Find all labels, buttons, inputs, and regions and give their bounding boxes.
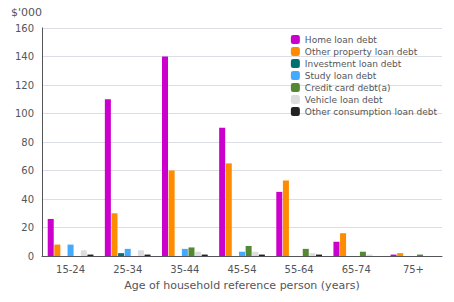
svg-text:Age of household reference per: Age of household reference person (years…: [124, 279, 359, 292]
svg-text:Other consumption loan debt: Other consumption loan debt: [305, 107, 438, 117]
svg-text:40: 40: [21, 194, 34, 205]
svg-text:100: 100: [15, 108, 34, 119]
svg-text:25-34: 25-34: [113, 264, 142, 275]
svg-text:120: 120: [15, 80, 34, 91]
svg-text:Home loan debt: Home loan debt: [305, 35, 377, 45]
svg-text:80: 80: [21, 137, 34, 148]
svg-text:Vehicle loan debt: Vehicle loan debt: [305, 95, 383, 105]
svg-text:0: 0: [28, 251, 34, 262]
svg-text:55-64: 55-64: [285, 264, 314, 275]
svg-text:75+: 75+: [403, 264, 424, 275]
svg-text:Other property loan debt: Other property loan debt: [305, 47, 418, 57]
svg-text:60: 60: [21, 165, 34, 176]
svg-text:15-24: 15-24: [56, 264, 85, 275]
svg-text:Investment loan debt: Investment loan debt: [305, 59, 402, 69]
svg-text:$'000: $'000: [11, 6, 42, 19]
svg-text:Study loan debt: Study loan debt: [305, 71, 377, 81]
svg-text:45-54: 45-54: [227, 264, 256, 275]
svg-text:65-74: 65-74: [342, 264, 371, 275]
svg-text:20: 20: [21, 222, 34, 233]
svg-text:35-44: 35-44: [170, 264, 199, 275]
svg-text:Credit card debt(a): Credit card debt(a): [305, 83, 391, 93]
svg-text:160: 160: [15, 23, 34, 34]
svg-text:140: 140: [15, 51, 34, 62]
